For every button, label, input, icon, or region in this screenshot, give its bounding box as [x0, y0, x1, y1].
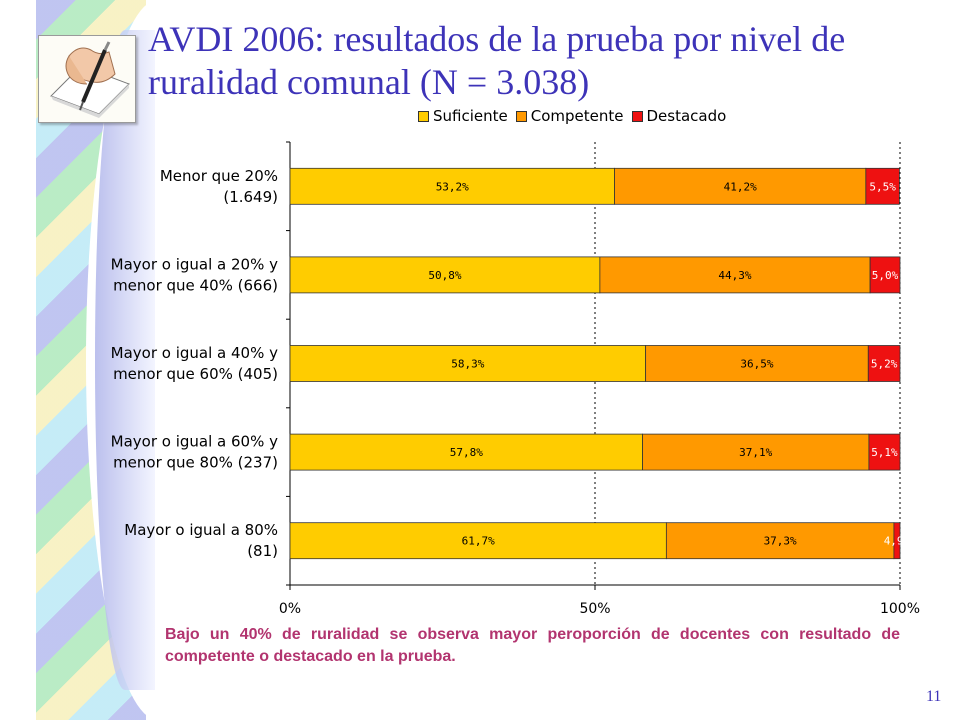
- bar-segment-competente: [642, 433, 870, 471]
- category-label: Menor que 20%: [160, 167, 278, 185]
- bar-data-label: 37,3%: [764, 535, 797, 548]
- bar-segment-suficiente: [289, 256, 601, 294]
- category-label: (1.649): [223, 188, 278, 206]
- category-label: menor que 60% (405): [113, 365, 278, 383]
- category-label: menor que 40% (666): [113, 276, 278, 294]
- category-label: Mayor o igual a 20% y: [111, 255, 278, 273]
- bar-segment-destacado: [869, 256, 901, 294]
- legend-label-suficiente: Suficiente: [433, 107, 508, 125]
- decorative-arc-shade: [95, 30, 155, 690]
- bar-segment-destacado: [865, 167, 900, 205]
- category-label: Mayor o igual a 60% y: [111, 433, 278, 451]
- page-number: 11: [926, 688, 942, 705]
- bar-segment-suficiente: [289, 167, 615, 205]
- x-tick-label: 100%: [880, 601, 920, 617]
- slide-title: AVDI 2006: resultados de la prueba por n…: [148, 19, 846, 102]
- category-label: Mayor o igual a 80%: [124, 521, 278, 539]
- category-label: menor que 80% (237): [113, 454, 278, 472]
- hand-writing-icon: [38, 35, 136, 123]
- legend-label-competente: Competente: [530, 107, 624, 125]
- bar-data-label: 5,5%: [869, 180, 896, 193]
- bar-data-label: 37,1%: [739, 446, 772, 459]
- bar-data-label: 5,2%: [871, 358, 898, 371]
- x-tick-label: 50%: [579, 601, 610, 617]
- category-label: (81): [247, 542, 278, 560]
- chart-legend: Suficiente Competente Destacado: [418, 106, 734, 126]
- bar-segment-competente: [645, 345, 869, 382]
- chart-note: Bajo un 40% de ruralidad se observa mayo…: [165, 626, 900, 665]
- legend-swatch-competente: [515, 110, 527, 122]
- bar-segment-destacado: [867, 345, 901, 382]
- bar-data-label: 36,5%: [740, 358, 773, 371]
- legend-swatch-suficiente: [418, 110, 429, 122]
- bar-data-label: 44,3%: [718, 269, 751, 282]
- bar-data-label: 50,8%: [428, 269, 461, 282]
- x-tick-label: 0%: [279, 601, 301, 617]
- legend-swatch-destacado: [631, 110, 643, 122]
- bar-segment-suficiente: [289, 345, 647, 382]
- bar-segment-destacado: [868, 433, 901, 471]
- legend-item-competente: Competente: [515, 107, 624, 125]
- bar-data-label: 5,1%: [871, 446, 898, 459]
- bar-segment-competente: [599, 256, 871, 294]
- legend-label-destacado: Destacado: [646, 107, 727, 125]
- bar-data-label: 5,0%: [872, 269, 899, 282]
- bar-segment-destacado: [893, 522, 901, 560]
- category-label: Mayor o igual a 40% y: [111, 344, 278, 362]
- legend-item-suficiente: Suficiente: [418, 107, 508, 125]
- bar-data-label: 61,7%: [462, 535, 495, 548]
- bar-data-label: 58,3%: [451, 358, 484, 371]
- bar-segment-competente: [665, 522, 895, 560]
- bar-data-label: 4,9%: [884, 535, 911, 548]
- bar-data-label: 41,2%: [724, 180, 757, 193]
- bar-data-label: 53,2%: [436, 180, 469, 193]
- bar-data-label: 57,8%: [450, 446, 483, 459]
- legend-item-destacado: Destacado: [631, 107, 727, 125]
- bar-segment-suficiente: [289, 522, 667, 560]
